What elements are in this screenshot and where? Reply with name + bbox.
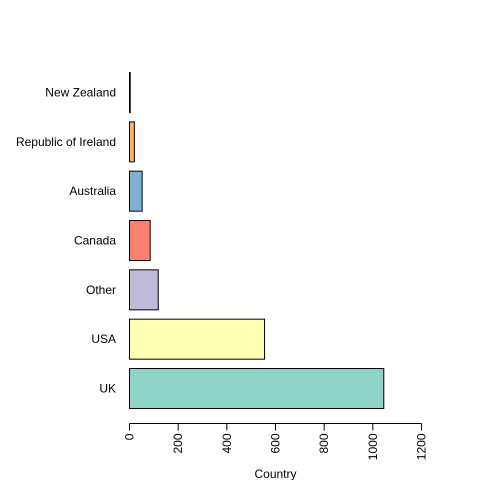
bar-canada [129, 220, 151, 262]
x-tick-label: 600 [269, 433, 283, 453]
x-tick-label: 200 [171, 433, 185, 453]
bar-australia [129, 170, 143, 212]
x-tick-label: 400 [220, 433, 234, 453]
x-axis: 0 200 400 600 800 1000 1200 [123, 423, 429, 460]
x-tick-label: 800 [317, 433, 331, 453]
bar-other [129, 269, 159, 311]
category-label: UK [99, 382, 116, 396]
category-label: Australia [69, 184, 116, 198]
x-tick-label: 1000 [366, 433, 380, 460]
category-label: Other [86, 283, 116, 297]
category-label: New Zealand [45, 86, 116, 100]
bar-new-zealand [129, 72, 131, 114]
x-tick-label: 0 [123, 433, 137, 440]
bar-uk [129, 368, 385, 409]
category-labels: UK USA Other Canada Australia Republic of Ire… [16, 86, 116, 396]
bars-group [129, 72, 385, 409]
bar-usa [129, 318, 266, 360]
bar-republic-of-ireland [129, 121, 135, 163]
category-label: Canada [74, 234, 116, 248]
x-tick-label: 1200 [415, 433, 429, 460]
x-axis-title: Country [254, 467, 296, 480]
category-label: USA [91, 332, 116, 346]
category-label: Republic of Ireland [16, 135, 116, 149]
